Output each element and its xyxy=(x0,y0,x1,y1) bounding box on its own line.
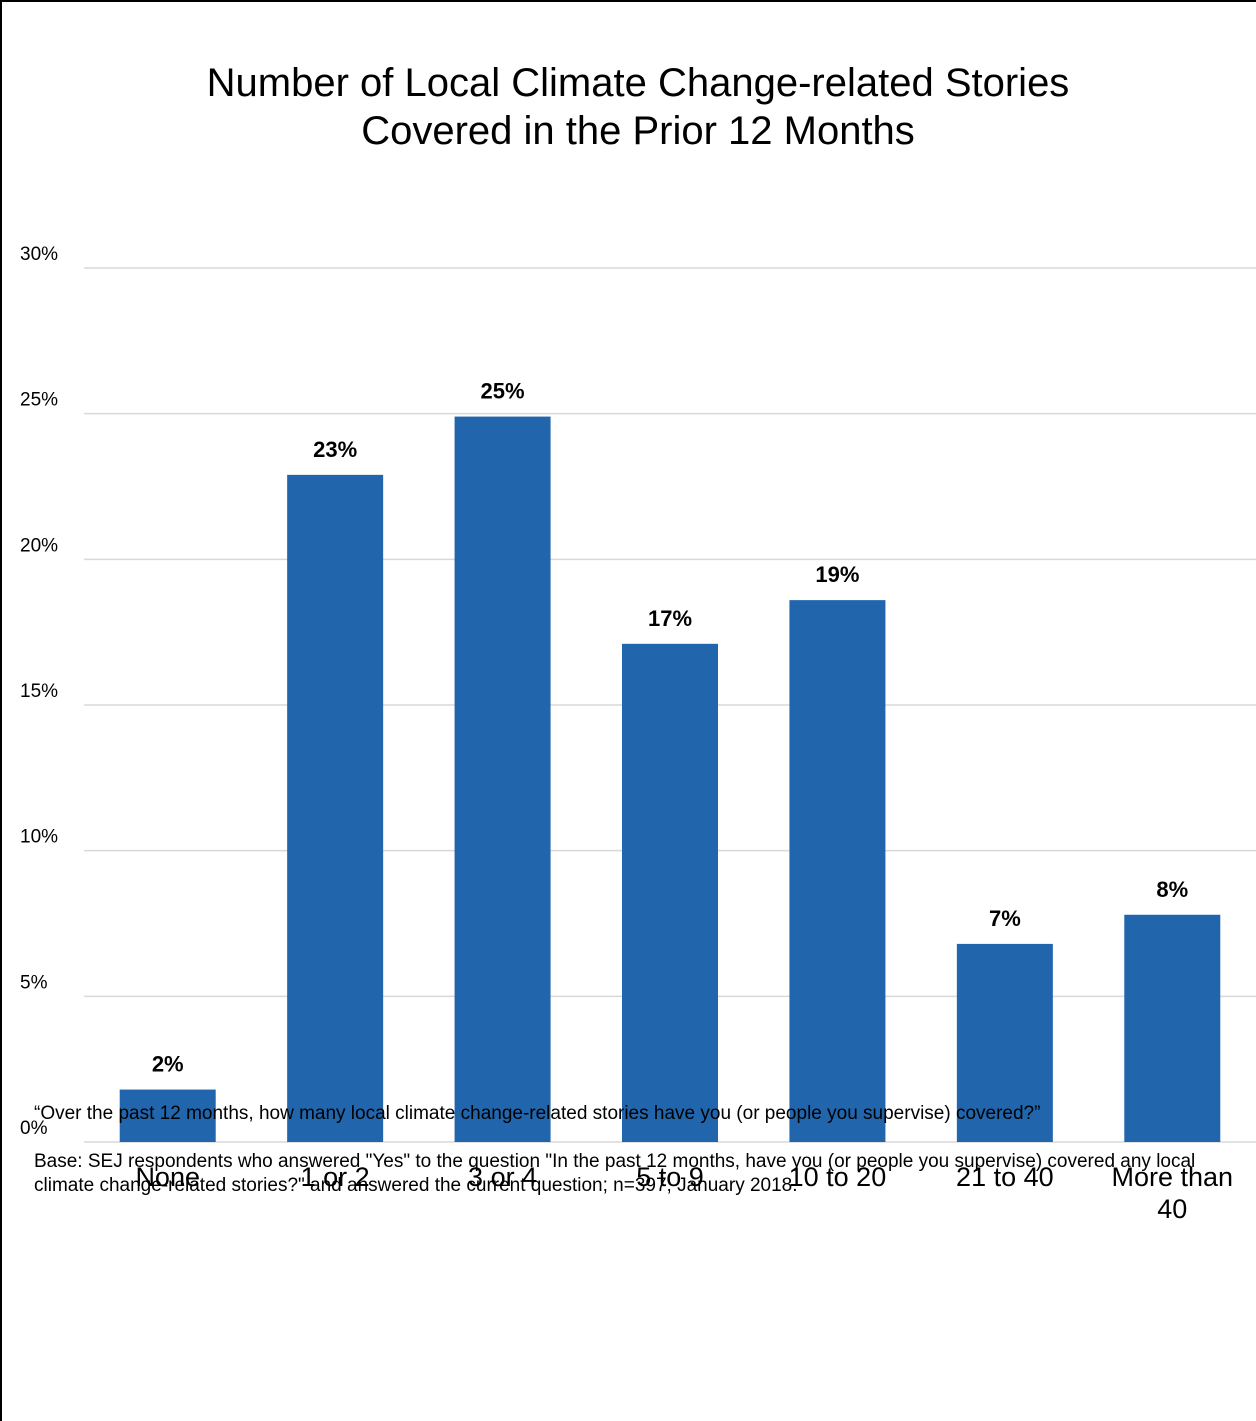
data-label: 19% xyxy=(815,562,859,587)
data-label: 23% xyxy=(313,437,357,462)
data-label: 2% xyxy=(152,1052,184,1077)
data-label: 8% xyxy=(1156,877,1188,902)
x-tick-label: 5 to 9 xyxy=(636,1162,704,1192)
y-tick-label: 20% xyxy=(20,535,58,556)
footnote-base: Base: SEJ respondents who answered "Yes"… xyxy=(34,1151,1196,1196)
x-tick-label: None xyxy=(135,1162,200,1192)
bar xyxy=(622,643,718,1142)
bar-chart: 0% 5% 10% 15% 20% 25% 30% 2% None 23% 1 or 2 25% 3 o… xyxy=(20,244,1256,1224)
x-tick-label: 21 to 40 xyxy=(956,1162,1054,1192)
x-tick-label: More than xyxy=(1111,1162,1233,1192)
x-tick-label: 3 or 4 xyxy=(468,1162,537,1192)
bar xyxy=(454,416,551,1143)
data-label: 17% xyxy=(648,606,692,631)
bar xyxy=(287,474,384,1142)
y-tick-label: 5% xyxy=(20,972,48,993)
x-tick-label: 40 xyxy=(1157,1194,1187,1224)
bar xyxy=(1124,914,1221,1142)
y-tick-label: 30% xyxy=(20,244,58,265)
y-tick-label: 10% xyxy=(20,827,58,848)
footnote-question: “Over the past 12 months, how many local… xyxy=(34,1103,1041,1124)
data-label: 7% xyxy=(989,906,1021,931)
bar xyxy=(789,600,886,1142)
x-tick-label: 10 to 20 xyxy=(789,1162,887,1192)
chart-title-line-1: Number of Local Climate Change-related S… xyxy=(206,61,1070,105)
y-tick-label: 25% xyxy=(20,390,58,411)
y-tick-label: 0% xyxy=(20,1118,48,1139)
bar xyxy=(956,943,1053,1142)
bar xyxy=(119,1089,216,1142)
y-tick-label: 15% xyxy=(20,681,58,702)
data-label: 25% xyxy=(481,379,525,404)
x-tick-label: 1 or 2 xyxy=(301,1162,370,1192)
chart-title-line-2: Covered in the Prior 12 Months xyxy=(361,109,915,153)
